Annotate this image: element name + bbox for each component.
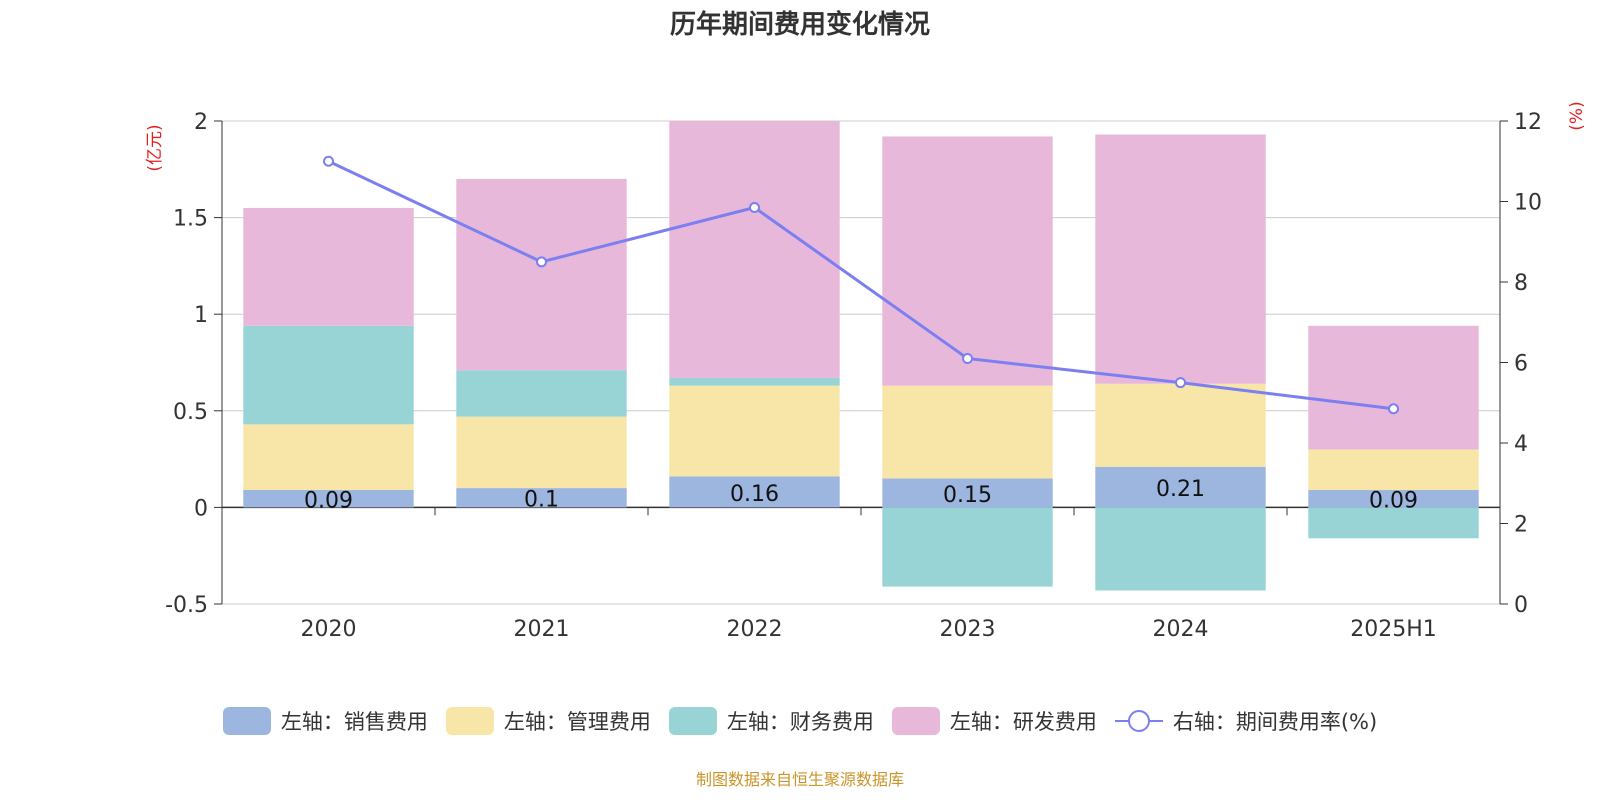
line-point [1175,377,1186,389]
data-label-sales: 0.09 [304,489,353,514]
left-axis-tick-label: 0.5 [173,400,208,425]
line-expense-rate [327,159,1394,411]
x-axis-tick-label: 2023 [940,617,996,642]
left-axis-tick-label: -0.5 [165,593,208,618]
right-axis-unit-label: (%) [1567,101,1587,130]
bar--2023 [882,478,1053,508]
bar--2021 [456,416,627,489]
line-point [749,202,760,214]
line-point [323,155,334,167]
bar--2024 [1095,466,1266,508]
bar--2025H1 [1308,325,1479,450]
legend-label: 左轴：销售费用 [280,710,428,734]
line-point [962,352,973,364]
x-axis-tick-label: 2020 [301,617,357,642]
bar--2020 [243,325,414,425]
bar--2020 [243,207,414,326]
bar--2023 [882,507,1053,587]
right-axis-tick-label: 4 [1514,432,1528,457]
data-label-sales: 0.09 [1369,489,1418,514]
legend-swatch [668,707,717,735]
left-axis-tick-label: 1 [194,303,208,328]
legend-swatch [222,707,271,735]
bar--2022 [669,377,840,386]
bar--2021 [456,370,627,417]
line-point [536,256,547,268]
bar--2024 [1095,383,1266,467]
right-axis-tick-label: 2 [1514,513,1528,538]
bar--2022 [669,385,840,477]
data-label-sales: 0.15 [943,483,992,508]
data-label-sales: 0.16 [730,482,779,507]
legend-label: 左轴：研发费用 [949,710,1097,734]
right-axis-tick-label: 12 [1514,110,1542,135]
bar--2021 [456,488,627,508]
bar--2022 [669,476,840,508]
bar--2020 [243,424,414,491]
bar--2023 [882,136,1053,386]
data-label-sales: 0.21 [1156,477,1205,502]
legend-item[interactable]: 左轴：财务费用 [668,706,874,736]
legend-item[interactable]: 左轴：研发费用 [891,706,1097,736]
left-axis-tick-label: 0 [194,496,208,521]
bar--2024 [1095,507,1266,591]
x-axis-tick-label: 2022 [727,617,783,642]
right-axis-tick-label: 8 [1514,271,1528,296]
right-axis-tick-label: 6 [1514,352,1528,377]
left-axis-tick-label: 2 [194,110,208,135]
legend-item[interactable]: 右轴：期间费用率(%) [1114,706,1378,736]
legend-label: 左轴：管理费用 [503,710,651,734]
bar--2020 [243,490,414,508]
line-point [1388,403,1399,415]
legend-item[interactable]: 左轴：管理费用 [445,706,651,736]
legend-label: 左轴：财务费用 [726,710,874,734]
bar--2023 [882,385,1053,479]
bar--2025H1 [1308,507,1479,539]
x-axis-tick-label: 2025H1 [1350,617,1437,642]
legend-item[interactable]: 左轴：销售费用 [222,706,428,736]
legend-label: 右轴：期间费用率(%) [1172,710,1378,734]
right-axis-tick-label: 10 [1514,191,1542,216]
source-note: 制图数据来自恒生聚源数据库 [695,770,904,789]
x-axis-tick-label: 2021 [514,617,570,642]
data-label-sales: 0.1 [524,488,559,513]
chart-title: 历年期间费用变化情况 [669,10,930,40]
bar--2024 [1095,134,1266,384]
bar--2025H1 [1308,449,1479,491]
bar--2025H1 [1308,490,1479,508]
legend-swatch [445,707,494,735]
bar--2021 [456,178,627,371]
legend-line-icon [1114,710,1163,732]
legend-swatch [891,707,940,735]
left-axis-unit-label: (亿元) [145,124,165,171]
right-axis-tick-label: 0 [1514,593,1528,618]
chart-legend: 左轴：销售费用 左轴：管理费用 左轴：财务费用 左轴：研发费用 右轴：期间费用率(%) [0,706,1600,736]
left-axis-tick-label: 1.5 [173,207,208,232]
x-axis-tick-label: 2024 [1153,617,1209,642]
